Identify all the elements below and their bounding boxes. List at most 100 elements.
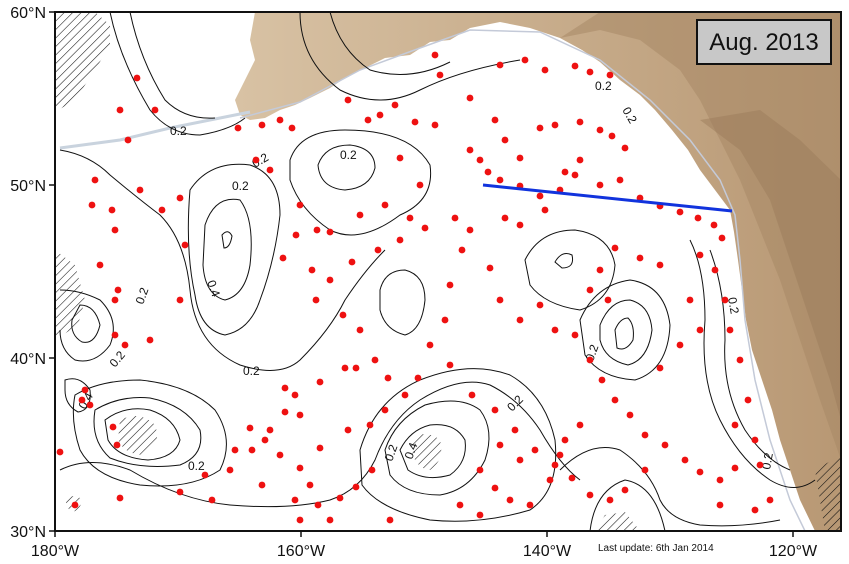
- float-dot: [296, 516, 304, 524]
- float-dot: [88, 201, 96, 209]
- float-dot: [716, 501, 724, 509]
- float-dot: [496, 296, 504, 304]
- float-dot: [401, 391, 409, 399]
- float-dot: [352, 483, 360, 491]
- float-dot: [621, 486, 629, 494]
- float-dot: [621, 144, 629, 152]
- hatched-regions: [55, 12, 841, 531]
- float-dot: [116, 106, 124, 114]
- float-dot: [641, 466, 649, 474]
- float-dot: [176, 194, 184, 202]
- float-dot: [281, 408, 289, 416]
- float-dot: [252, 156, 260, 164]
- float-dot: [561, 436, 569, 444]
- float-dot: [296, 411, 304, 419]
- float-dot: [276, 116, 284, 124]
- float-dot: [201, 471, 209, 479]
- float-dot: [114, 286, 122, 294]
- date-label: Aug. 2013: [709, 29, 818, 56]
- float-dot: [466, 94, 474, 102]
- float-dot: [476, 511, 484, 519]
- float-dot: [561, 168, 569, 176]
- float-dot: [291, 391, 299, 399]
- float-dot: [551, 461, 559, 469]
- float-dot: [96, 261, 104, 269]
- float-dot: [501, 136, 509, 144]
- float-dot: [766, 496, 774, 504]
- float-dot: [124, 136, 132, 144]
- float-dot: [456, 501, 464, 509]
- contour-lines: [59, 12, 816, 531]
- float-dot: [406, 214, 414, 222]
- float-dot: [604, 296, 612, 304]
- float-dot: [716, 476, 724, 484]
- latitude-labels: 60°N 50°N 40°N 30°N: [10, 5, 46, 541]
- float-dot: [279, 254, 287, 262]
- longitude-labels: 180°W 160°W 140°W 120°W: [31, 543, 818, 560]
- float-dot: [656, 261, 664, 269]
- contour-label: 0.2: [725, 296, 742, 315]
- float-dot: [641, 431, 649, 439]
- last-update-text: Last update: 6th Jan 2014: [598, 543, 714, 554]
- float-dot: [326, 516, 334, 524]
- float-dot: [109, 423, 117, 431]
- float-dot: [636, 194, 644, 202]
- float-dot: [686, 296, 694, 304]
- float-dot: [266, 426, 274, 434]
- float-dot: [496, 61, 504, 69]
- float-dot: [536, 301, 544, 309]
- float-dots: [56, 51, 774, 524]
- lat-label: 50°N: [10, 178, 46, 195]
- float-dot: [458, 246, 466, 254]
- float-dot: [516, 456, 524, 464]
- float-dot: [694, 214, 702, 222]
- float-dot: [711, 266, 719, 274]
- float-dot: [568, 474, 576, 482]
- landmass: [59, 12, 841, 531]
- float-dot: [248, 446, 256, 454]
- contour-label: 0.2: [232, 179, 249, 193]
- float-dot: [111, 296, 119, 304]
- float-dot: [541, 206, 549, 214]
- contour-label: 0.2: [595, 79, 612, 93]
- float-dot: [751, 436, 759, 444]
- float-dot: [313, 226, 321, 234]
- float-dot: [396, 236, 404, 244]
- float-dot: [91, 176, 99, 184]
- float-dot: [496, 441, 504, 449]
- float-dot: [441, 316, 449, 324]
- contour-label: 0.2: [382, 442, 401, 463]
- contour-label: 0.4: [204, 278, 223, 299]
- float-dot: [364, 116, 372, 124]
- float-dot: [261, 436, 269, 444]
- float-dot: [316, 378, 324, 386]
- float-dot: [661, 441, 669, 449]
- float-dot: [316, 444, 324, 452]
- contour-label: 0.2: [170, 124, 187, 138]
- float-dot: [676, 341, 684, 349]
- date-label-box: Aug. 2013: [696, 19, 832, 65]
- float-dot: [616, 176, 624, 184]
- float-dot: [681, 456, 689, 464]
- float-dot: [326, 228, 334, 236]
- float-dot: [731, 421, 739, 429]
- float-dot: [356, 326, 364, 334]
- contour-label: 0.2: [759, 451, 776, 470]
- float-dot: [376, 111, 384, 119]
- float-dot: [476, 466, 484, 474]
- float-dot: [344, 96, 352, 104]
- float-dot: [598, 376, 606, 384]
- float-dot: [226, 466, 234, 474]
- float-dot: [516, 316, 524, 324]
- float-dot: [339, 311, 347, 319]
- float-dot: [486, 264, 494, 272]
- lon-label: 120°W: [769, 543, 818, 560]
- float-dot: [446, 281, 454, 289]
- float-dot: [551, 326, 559, 334]
- float-dot: [586, 356, 594, 364]
- float-dot: [231, 446, 239, 454]
- contour-labels: 0.2 0.2 0.2 0.4 0.2 0.2 0.4 0.2 0.2 0.4 …: [75, 79, 775, 473]
- float-dot: [696, 468, 704, 476]
- float-dot: [556, 451, 564, 459]
